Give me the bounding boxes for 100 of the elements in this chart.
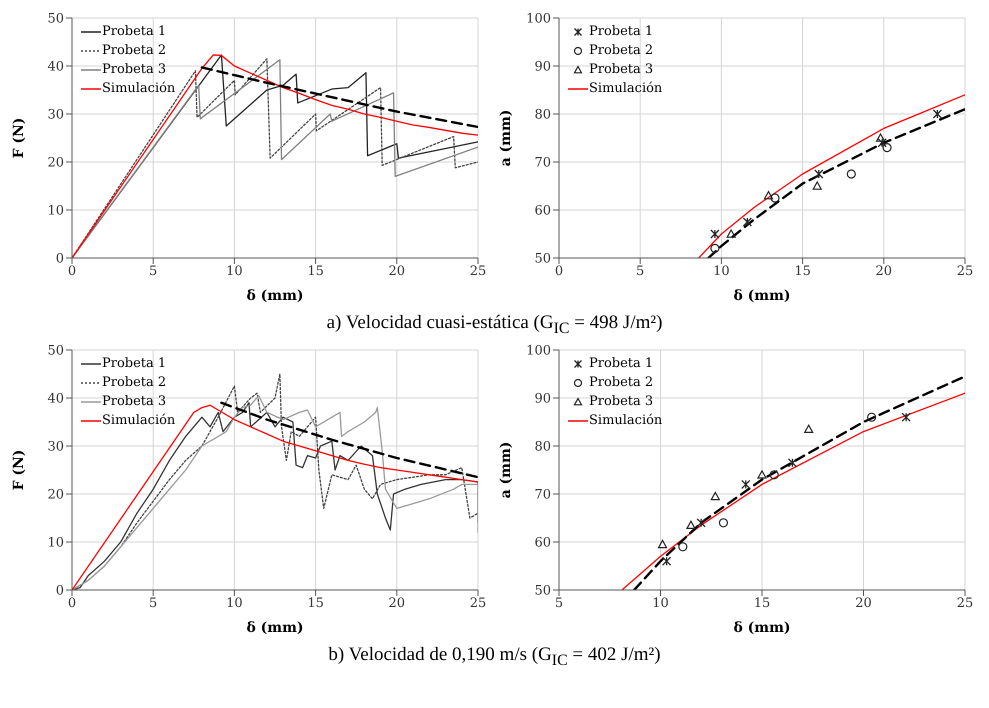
y-tick-label: 100: [526, 344, 551, 359]
point: [932, 109, 942, 119]
legend-label: Probeta 3: [102, 394, 166, 409]
x-tick-label: 5: [149, 596, 158, 612]
x-tick-label: 0: [68, 596, 76, 612]
legend-label: Probeta 2: [102, 375, 166, 390]
point: [878, 138, 887, 148]
point: [882, 143, 892, 152]
y-tick-label: 10: [47, 204, 64, 219]
y-tick-label: 70: [534, 156, 551, 171]
y-tick-label: 60: [534, 204, 551, 219]
legend-label: Simulación: [589, 81, 662, 96]
x-tick-label: 15: [794, 264, 811, 280]
line-series: [200, 66, 478, 128]
point: [804, 424, 814, 433]
point: [770, 193, 780, 203]
point: [686, 520, 696, 529]
point: [846, 169, 856, 179]
legend-label: Probeta 3: [589, 394, 654, 409]
x-tick-label: 20: [876, 264, 892, 280]
y-tick-label: 50: [47, 344, 64, 359]
x-tick-label: 15: [754, 596, 770, 612]
legend-label: Probeta 2: [589, 43, 654, 58]
point: [901, 412, 911, 422]
y-tick-label: 40: [47, 392, 64, 407]
text: b) Velocidad de 0,190 m/s (G$_{IC}$ = 402 J/m²): [327, 643, 662, 671]
x-axis-title: δ (mm): [733, 288, 791, 304]
x-tick-label: 25: [956, 264, 974, 280]
x-tick-label: 5: [636, 264, 644, 280]
x-tick-label: 25: [470, 264, 486, 280]
y-tick-label: 40: [47, 60, 64, 75]
text: a) Velocidad cuasi-estática (G$_{IC}$ = 498 J/m²): [326, 311, 664, 339]
legend-label: Probeta 1: [589, 356, 654, 371]
y-tick-label: 60: [534, 536, 551, 551]
point: [742, 217, 752, 227]
point: [876, 133, 886, 142]
y-tick-label: 50: [47, 12, 64, 27]
point: [867, 412, 876, 422]
y-tick-label: 0: [56, 252, 64, 267]
y-tick-label: 30: [47, 440, 64, 455]
x-tick-label: 15: [307, 264, 324, 280]
x-tick-label: 5: [149, 264, 158, 280]
legend-label: Simulación: [102, 413, 176, 428]
point: [788, 458, 798, 468]
point: [770, 470, 779, 480]
x-tick-label: 15: [307, 596, 324, 612]
point: [710, 229, 720, 239]
legend-label: Probeta 2: [102, 43, 166, 58]
y-axis-title: F (N): [10, 118, 27, 158]
x-tick-label: 20: [855, 596, 872, 612]
x-tick-label: 10: [226, 596, 243, 612]
y-axis-title: F (N): [10, 450, 27, 490]
point: [757, 470, 767, 479]
point: [814, 169, 824, 179]
point: [678, 542, 688, 552]
y-tick-label: 10: [47, 536, 64, 551]
x-tick-label: 20: [388, 596, 406, 612]
x-tick-label: 10: [226, 264, 243, 280]
legend-label: Simulación: [102, 81, 176, 96]
point: [710, 492, 720, 500]
line-series: [220, 402, 478, 478]
y-tick-label: 0: [56, 584, 64, 599]
y-tick-label: 80: [534, 108, 551, 123]
x-tick-label: 10: [713, 264, 730, 280]
y-tick-label: 50: [534, 584, 551, 599]
x-tick-label: 25: [470, 596, 486, 612]
x-tick-label: 0: [68, 264, 76, 280]
legend-label: Probeta 3: [589, 62, 654, 77]
x-axis-title: δ (mm): [733, 620, 791, 636]
legend-label: Simulación: [589, 413, 662, 428]
point: [726, 229, 736, 238]
point: [658, 540, 668, 548]
x-axis-title: δ (mm): [246, 288, 304, 304]
y-tick-label: 80: [534, 440, 551, 455]
x-tick-label: 25: [956, 596, 974, 612]
legend-label: Probeta 1: [589, 24, 654, 39]
point: [710, 244, 720, 253]
x-tick-label: 0: [554, 264, 564, 280]
y-axis-title: a (mm): [498, 442, 514, 498]
x-tick-label: 10: [652, 596, 669, 612]
y-axis-title: a (mm): [498, 110, 514, 166]
point: [741, 480, 750, 490]
legend-label: Probeta 1: [102, 24, 166, 39]
point: [764, 191, 774, 200]
legend-label: Probeta 1: [102, 356, 166, 371]
y-tick-label: 90: [534, 60, 551, 75]
x-tick-label: 5: [554, 596, 564, 612]
legend-label: Probeta 3: [102, 62, 166, 77]
point: [696, 518, 706, 528]
y-tick-label: 30: [47, 108, 64, 123]
y-tick-label: 50: [534, 252, 551, 267]
point: [662, 556, 672, 566]
legend-label: Probeta 2: [589, 375, 654, 390]
y-tick-label: 70: [534, 488, 551, 503]
point: [812, 181, 822, 190]
y-tick-label: 100: [526, 12, 551, 27]
x-axis-title: δ (mm): [246, 620, 304, 636]
x-tick-label: 20: [388, 264, 406, 280]
y-tick-label: 20: [47, 156, 64, 171]
point: [718, 518, 728, 528]
